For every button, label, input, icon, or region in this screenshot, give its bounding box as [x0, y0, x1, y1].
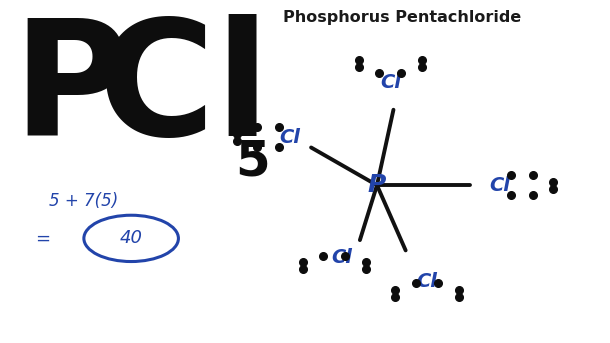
Text: P: P [12, 14, 129, 169]
Text: =: = [35, 229, 50, 247]
Text: 5: 5 [235, 137, 270, 185]
Text: Cl: Cl [490, 176, 511, 195]
Text: Cl: Cl [417, 272, 437, 291]
Text: P: P [368, 173, 386, 197]
Text: Cl: Cl [331, 248, 352, 267]
Text: 5 + 7(5): 5 + 7(5) [49, 192, 118, 210]
Text: Cl: Cl [98, 14, 270, 169]
Text: Phosphorus Pentachloride: Phosphorus Pentachloride [284, 10, 522, 25]
Text: Cl: Cl [380, 73, 401, 92]
Text: Cl: Cl [279, 128, 300, 147]
Text: 40: 40 [120, 229, 143, 247]
